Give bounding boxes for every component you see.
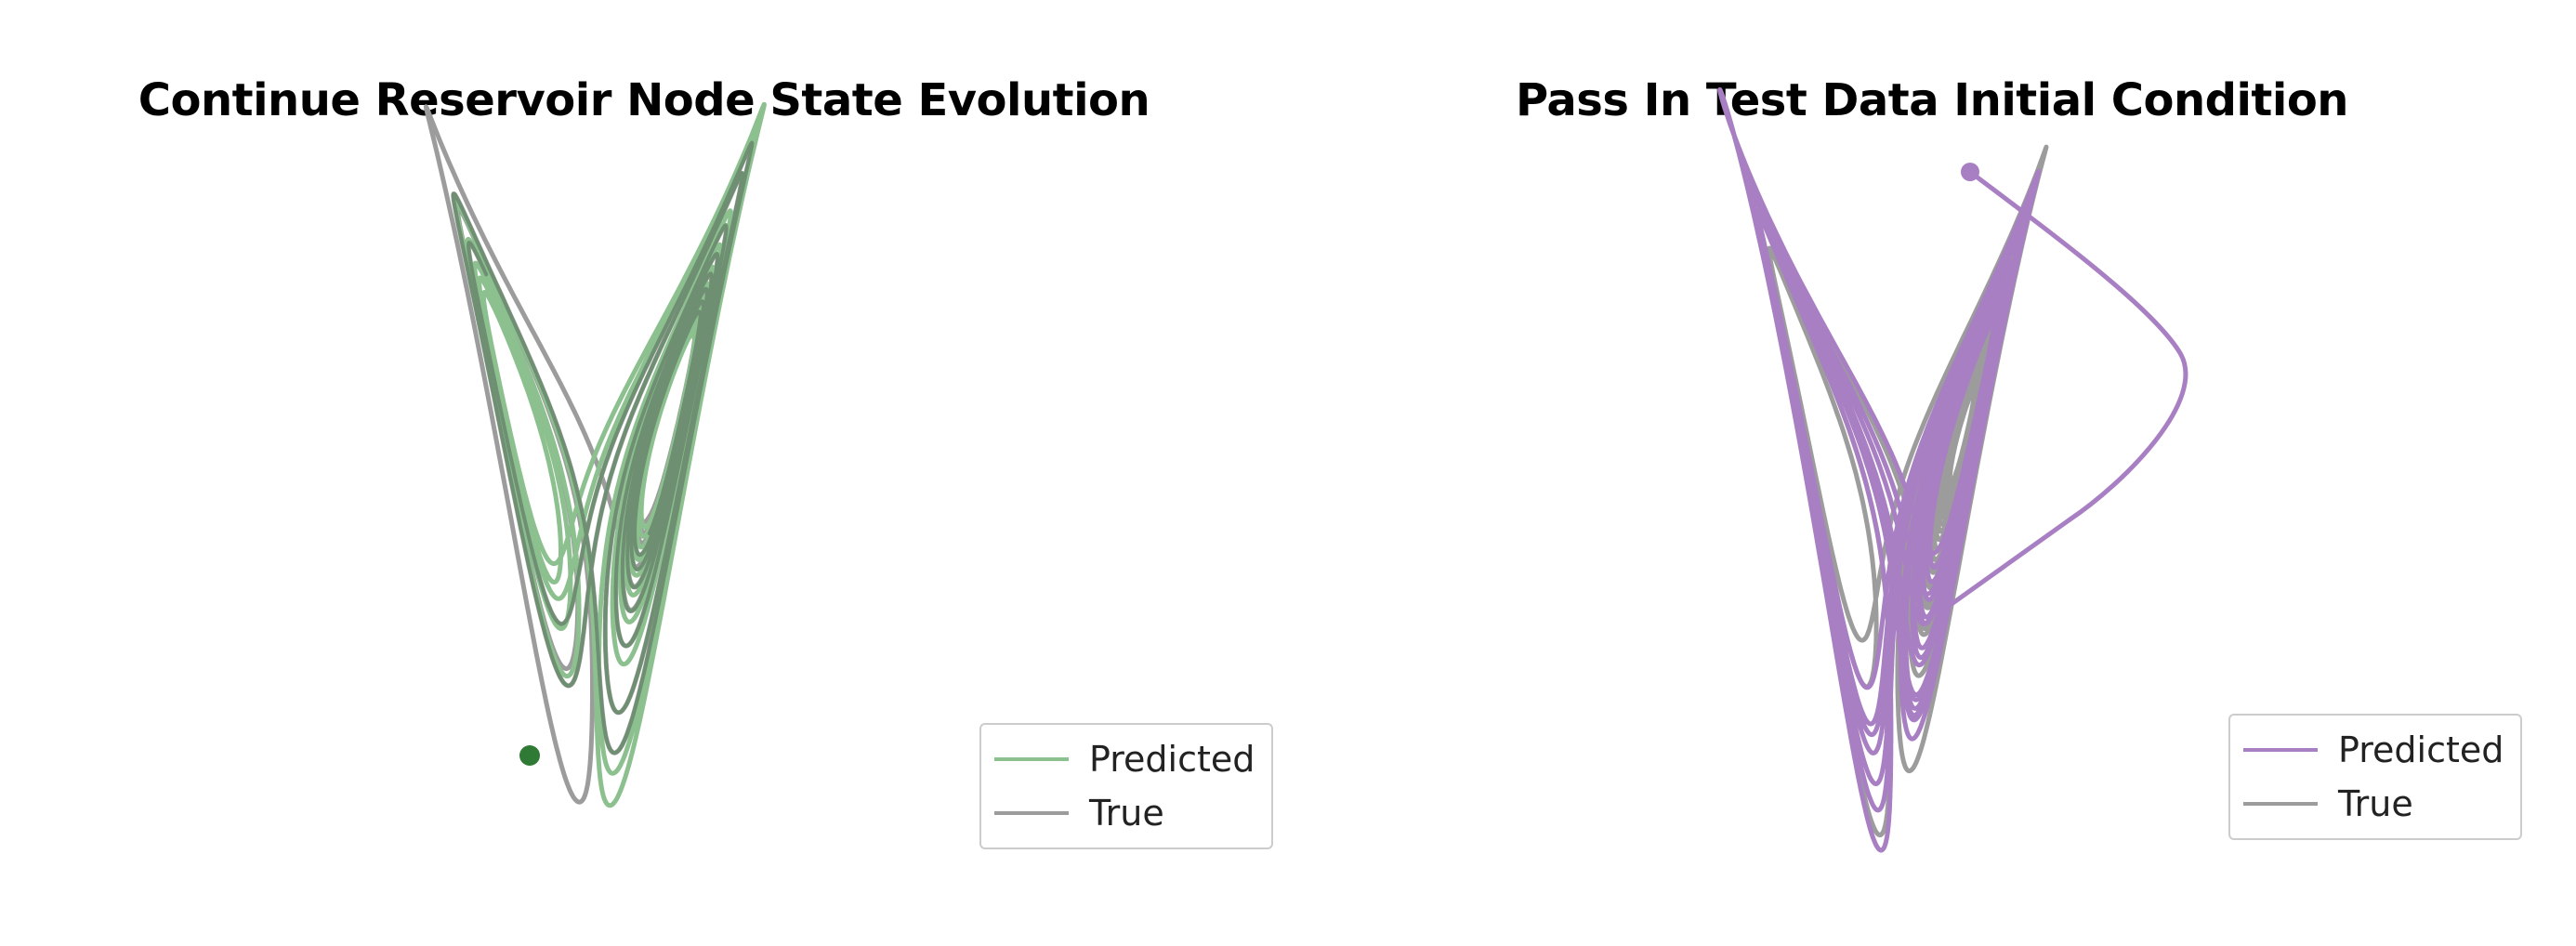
legend-label: True <box>2338 783 2413 824</box>
legend-swatch <box>2243 748 2318 752</box>
lorenz-plot <box>1717 87 2188 853</box>
legend-item-predicted: Predicted <box>2243 723 2504 777</box>
start-marker <box>519 745 540 766</box>
legend-item-true: True <box>994 786 1255 840</box>
left-chart-panel: Continue Reservoir Node State Evolution … <box>138 74 1274 849</box>
legend-label: Predicted <box>2338 729 2504 770</box>
start-marker <box>1961 163 1979 181</box>
legend: Predicted True <box>979 723 1274 849</box>
true-trajectory <box>424 104 755 805</box>
legend-item-predicted: Predicted <box>994 732 1255 786</box>
legend-swatch <box>994 757 1069 761</box>
lorenz-plot <box>424 101 767 808</box>
legend-label: True <box>1089 793 1164 834</box>
legend-swatch <box>994 811 1069 815</box>
legend-swatch <box>2243 802 2318 806</box>
legend-item-true: True <box>2243 777 2504 831</box>
right-chart-panel: Pass In Test Data Initial Condition Pred… <box>1288 0 2576 946</box>
chart-title: Pass In Test Data Initial Condition <box>1516 74 2348 126</box>
chart-title: Continue Reservoir Node State Evolution <box>138 74 1150 126</box>
legend-label: Predicted <box>1089 739 1255 780</box>
predicted-transient <box>1937 170 2188 616</box>
legend: Predicted True <box>2228 714 2523 840</box>
predicted-trajectory <box>1717 87 2042 853</box>
overlap-trajectory <box>451 140 755 755</box>
